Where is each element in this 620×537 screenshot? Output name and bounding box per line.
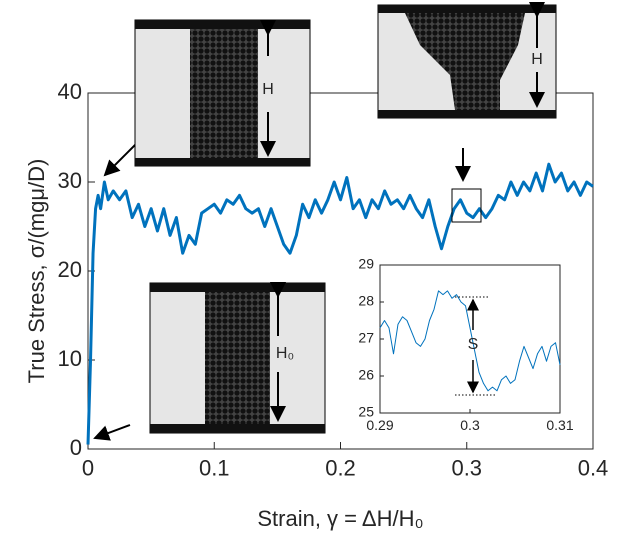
arrow <box>93 424 131 441</box>
data-line <box>379 290 561 392</box>
y-tick-label: 40 <box>58 79 82 104</box>
y-tick-label: 0 <box>70 435 82 460</box>
x-tick-label: 0.4 <box>578 456 609 481</box>
main-chart: 0 0.1 0.2 0.3 0.4 0 10 20 30 40 Strain, γ = ΔH/H₀ T… <box>24 79 608 531</box>
axes-box <box>379 264 561 414</box>
y-tick-label: 26 <box>358 367 374 383</box>
axes-box <box>87 92 594 450</box>
x-axis-label: Strain, γ = ΔH/H₀ <box>257 506 423 531</box>
photo: H₀ <box>149 282 326 434</box>
y-tick-label: 28 <box>358 293 374 309</box>
photo: H <box>377 2 557 119</box>
x-tick-label: 0 <box>82 456 94 481</box>
y-tick-label: 30 <box>58 168 82 193</box>
photo-label: H₀ <box>276 345 294 362</box>
x-tick-label: 0.2 <box>325 456 356 481</box>
photo-label: H <box>262 81 274 98</box>
x-tick-label: 0.1 <box>199 456 230 481</box>
x-tick-label: 0.29 <box>366 417 393 433</box>
y-tick-label: 25 <box>358 404 374 420</box>
photo-label: H <box>531 51 543 68</box>
y-tick-label: 20 <box>58 257 82 282</box>
data-line <box>86 162 594 445</box>
y-tick-label: 29 <box>358 256 374 272</box>
photo: H <box>134 19 311 167</box>
y-tick-label: 10 <box>58 346 82 371</box>
y-tick-label: 27 <box>358 330 374 346</box>
arrow <box>103 139 141 177</box>
y-axis-label: True Stress, σ/(mgμ/D) <box>24 159 49 384</box>
x-tick-label: 0.31 <box>546 417 573 433</box>
x-tick-label: 0.3 <box>460 417 480 433</box>
zoom-box <box>451 188 482 223</box>
x-tick-label: 0.3 <box>451 456 482 481</box>
inset-chart: 0.29 0.3 0.31 25 26 27 28 29 <box>358 256 573 433</box>
annotation: S <box>468 336 479 353</box>
